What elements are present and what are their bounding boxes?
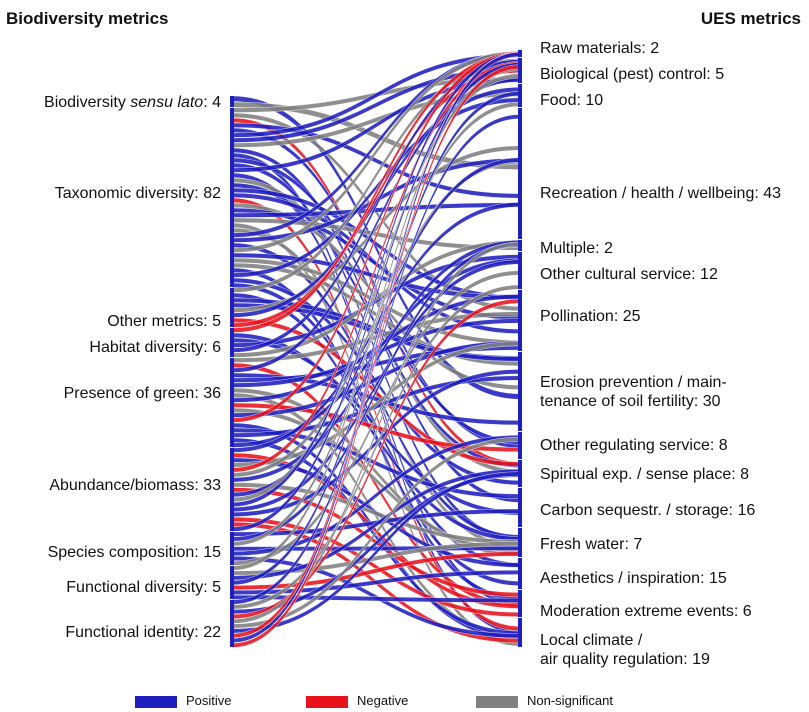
left-node-taxonomic-diversity: Taxonomic diversity: 82: [54, 185, 221, 202]
left-node-functional-identity: Functional identity: 22: [65, 624, 221, 641]
left-node-habitat-diversity: Habitat diversity: 6: [89, 339, 221, 356]
legend-swatch-negative: [306, 696, 348, 708]
right-node-bar-7: [518, 352, 522, 431]
right-node-spiritual-experience: Spiritual exp. / sense place: 8: [540, 466, 750, 483]
left-node-bar-7: [230, 566, 234, 599]
legend-label-positive: Positive: [186, 693, 232, 708]
left-node-presence-of-green: Presence of green: 36: [63, 385, 221, 402]
right-node-bar-5: [518, 252, 522, 289]
right-node-biological-pest-control: Biological (pest) control: 5: [540, 66, 725, 83]
right-node-bar-11: [518, 528, 522, 557]
left-header: Biodiversity metrics: [6, 9, 169, 28]
right-node-bar-1: [518, 58, 522, 83]
right-node-recreation-health-wellbeing: Recreation / health / wellbeing: 43: [540, 185, 782, 202]
right-node-other-regulating-service: Other regulating service: 8: [540, 437, 728, 454]
right-node-local-climate: Local climate / air quality regulation: 1…: [540, 632, 710, 668]
left-node-abundance-biomass: Abundance/biomass: 33: [49, 477, 221, 494]
right-node-fresh-water: Fresh water: 7: [540, 536, 643, 553]
right-node-bar-4: [518, 240, 522, 251]
right-node-food: Food: 10: [540, 92, 604, 109]
left-node-biodiversity-sensu-lato: Biodiversity sensu lato: 4: [44, 94, 221, 111]
flow-band-7: [231, 53, 521, 138]
right-node-bar-6: [518, 290, 522, 351]
right-node-moderation-extreme-events: Moderation extreme events: 6: [540, 603, 752, 620]
flow-band-46: [231, 52, 521, 333]
left-node-functional-diversity: Functional diversity: 5: [66, 579, 221, 596]
right-node-bar-12: [518, 558, 522, 589]
right-node-bar-9: [518, 460, 522, 487]
legend-label-nonsig: Non-significant: [527, 693, 613, 708]
right-node-bar-13: [518, 590, 522, 617]
left-node-bar-4: [230, 358, 234, 447]
right-node-bar-3: [518, 108, 522, 239]
legend-swatch-nonsig: [476, 696, 518, 708]
right-node-other-cultural-service: Other cultural service: 12: [540, 266, 718, 283]
left-node-bar-5: [230, 448, 234, 531]
legend-swatch-positive: [135, 696, 177, 708]
right-node-multiple: Multiple: 2: [540, 240, 613, 257]
left-node-bar-6: [230, 532, 234, 565]
left-node-bar-8: [230, 600, 234, 647]
left-node-bar-0: [230, 96, 234, 107]
left-node-bar-1: [230, 108, 234, 287]
left-node-species-composition: Species composition: 15: [47, 544, 221, 561]
right-node-bar-2: [518, 84, 522, 107]
right-node-bar-8: [518, 432, 522, 459]
legend-label-negative: Negative: [357, 693, 409, 708]
right-node-raw-materials: Raw materials: 2: [540, 40, 660, 57]
right-node-carbon-sequestration: Carbon sequestr. / storage: 16: [540, 502, 756, 519]
right-header: UES metrics: [700, 9, 801, 28]
right-node-bar-0: [518, 50, 522, 57]
left-node-other-metrics: Other metrics: 5: [107, 313, 221, 330]
right-node-aesthetics-inspiration: Aesthetics / inspiration: 15: [540, 570, 727, 587]
right-node-pollination: Pollination: 25: [540, 308, 641, 325]
legend: Positive Negative Non-significant: [0, 693, 809, 712]
right-node-erosion-prevention: Erosion prevention / main-tenance of soi…: [540, 374, 727, 410]
right-node-bar-10: [518, 488, 522, 527]
left-node-bar-3: [230, 328, 234, 357]
right-node-bar-14: [518, 618, 522, 647]
left-node-bar-2: [230, 288, 234, 327]
